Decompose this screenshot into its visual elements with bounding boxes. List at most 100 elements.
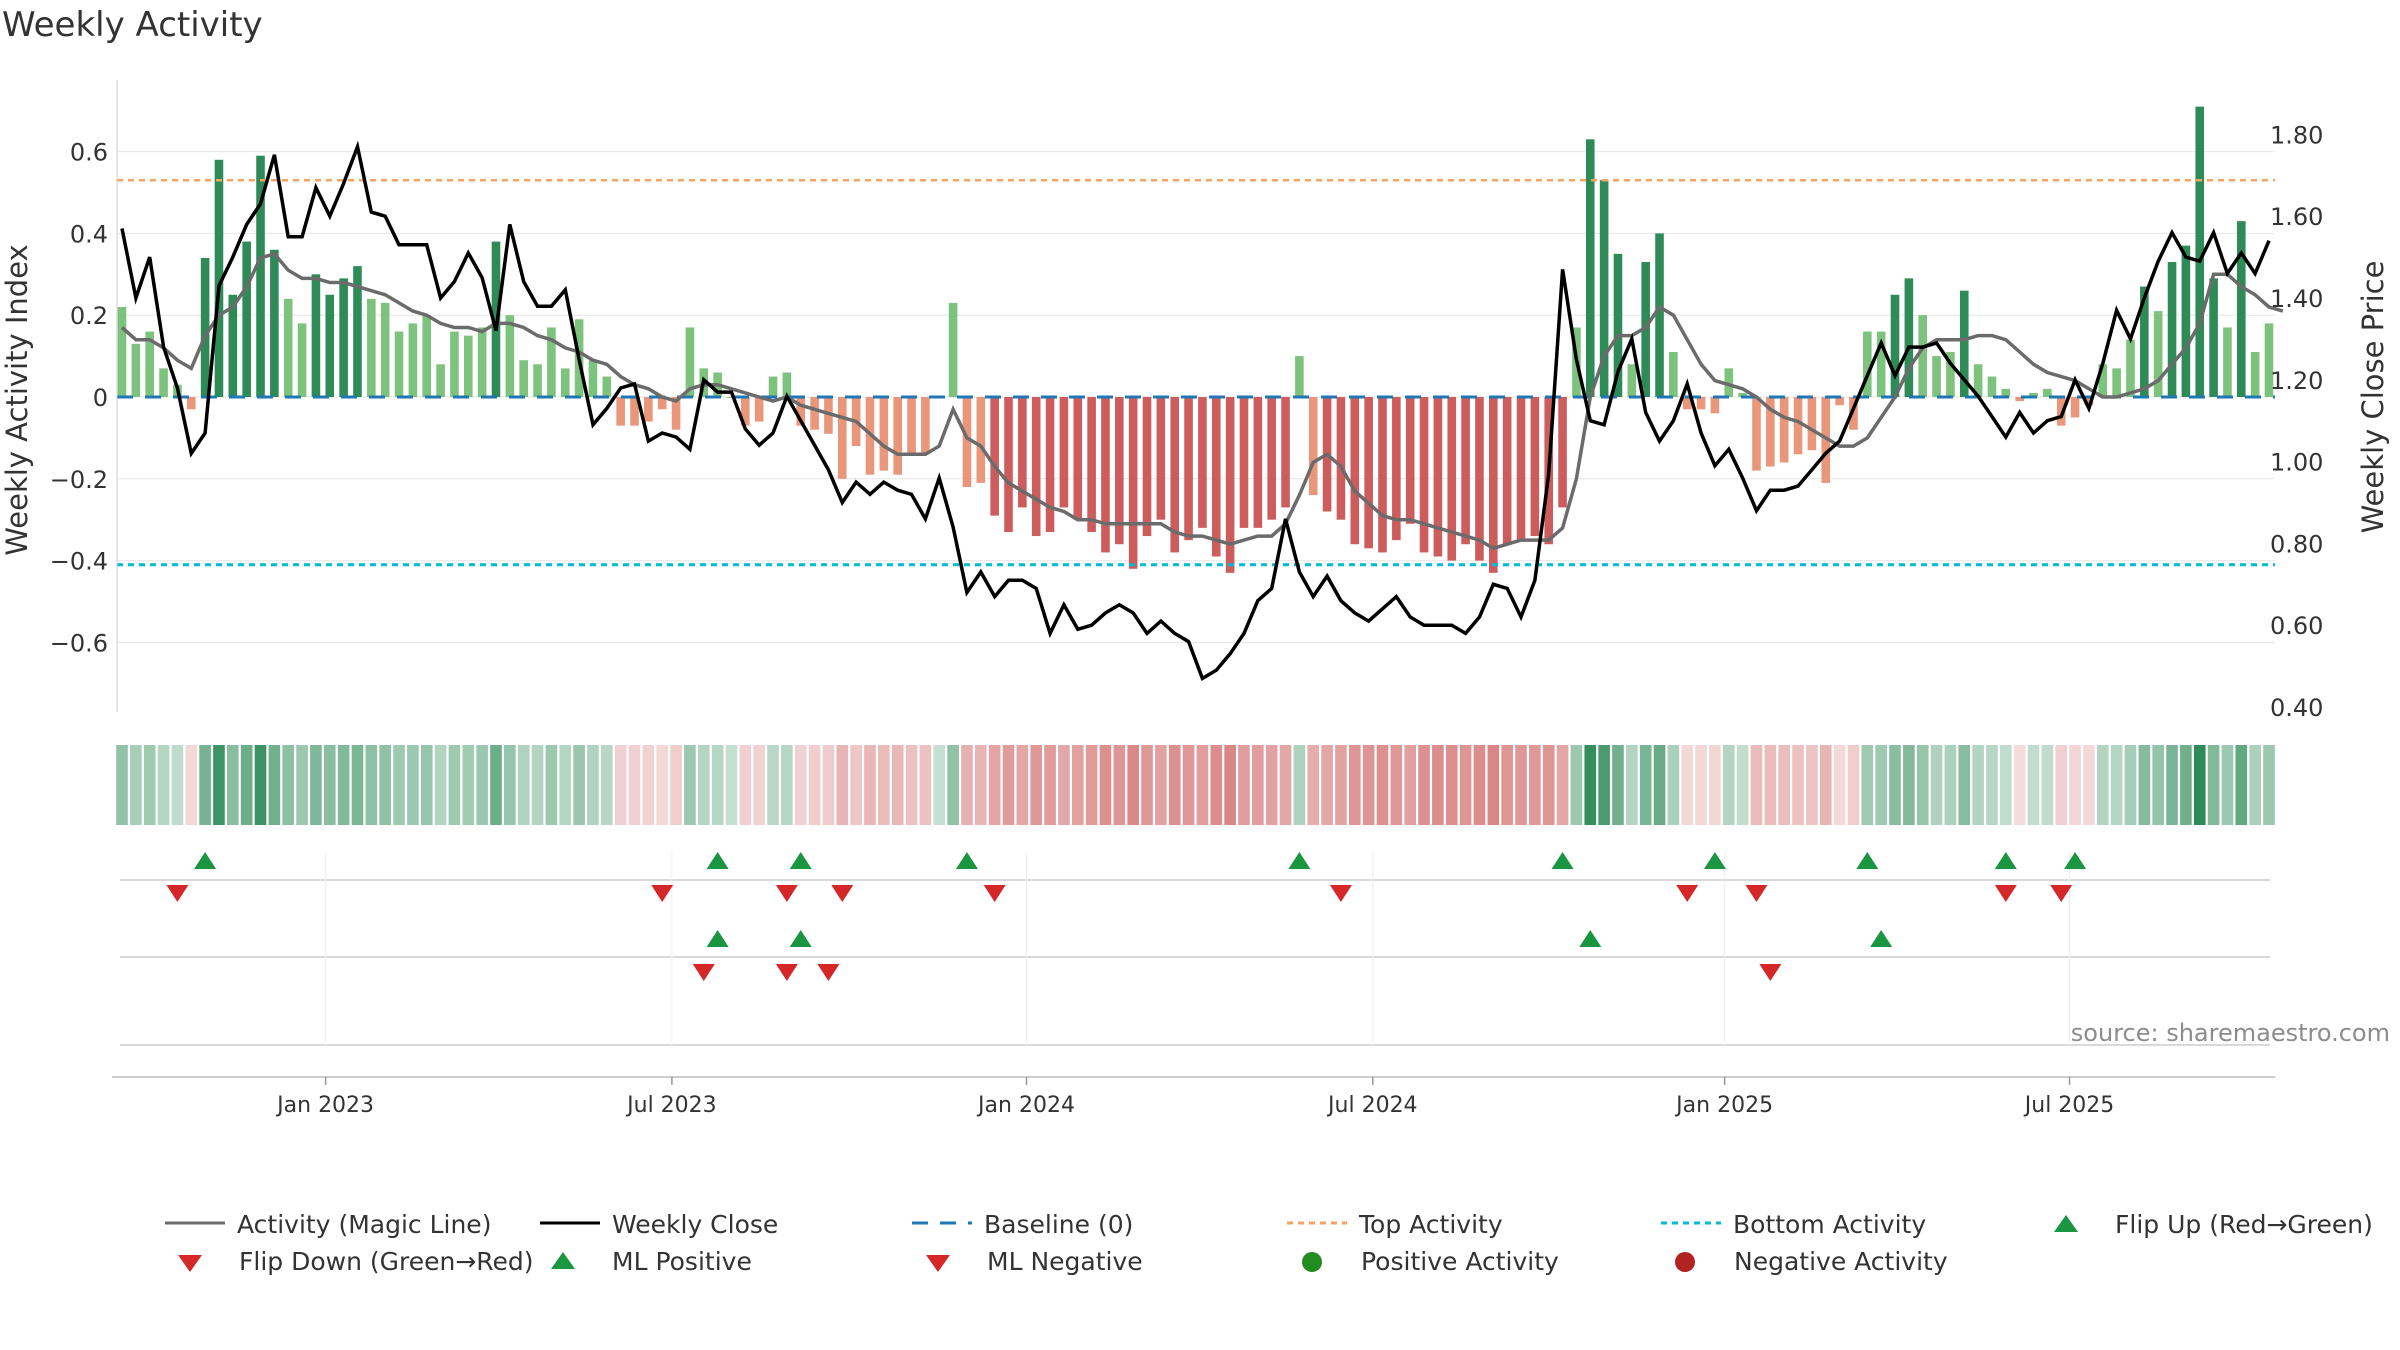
heat-cell [2041,745,2054,825]
flip-down-marker [2050,885,2073,902]
y-axis-right-label: Weekly Close Price [2356,261,2390,534]
heat-cell [213,745,225,825]
heat-cell [1265,745,1278,825]
heat-cell [365,745,378,825]
activity-bar [1835,397,1844,406]
x-tick-label: Jul 2024 [1326,1093,1418,1118]
activity-bar [1779,397,1789,463]
heat-cell [1002,745,1015,825]
heat-cell [725,745,738,825]
heat-cell [2152,745,2165,825]
y-left-tick-label: 0.6 [70,139,108,167]
heat-cell [1972,745,1984,825]
heat-cell [490,745,502,825]
heat-cell [974,745,987,825]
heat-cell [517,745,530,825]
flip-down-marker [1676,885,1699,902]
activity-bar [976,397,986,483]
activity-bar [394,331,404,397]
activity-bar [1682,397,1692,410]
activity-bar [1031,397,1041,537]
heat-cell [988,745,1001,825]
activity-bar [1710,397,1720,414]
activity-bar [1863,331,1872,397]
activity-bar [270,249,279,397]
heat-cell [1307,745,1320,825]
activity-bar [1489,397,1498,573]
activity-bar [921,397,930,455]
activity-bar [685,327,695,397]
heat-cell [670,745,682,825]
heat-cell [1196,745,1209,825]
activity-bar [2015,397,2024,402]
heat-cell [476,745,488,825]
heat-cell [2263,745,2275,825]
heat-cell [794,745,807,825]
heat-cell [2110,745,2123,825]
heat-cell [1681,745,1694,825]
activity-bar [477,327,487,397]
legend-label-0: Activity (Magic Line) [237,1210,491,1239]
activity-bar [560,368,570,397]
activity-bar [2140,286,2149,397]
x-tick-label: Jul 2025 [2023,1093,2115,1118]
activity-bar [1101,397,1110,553]
legend-label-2: Baseline (0) [984,1210,1133,1239]
activity-bar [1281,397,1290,508]
source-note: source: sharemaestro.com [2071,1019,2390,1047]
activity-bar [533,364,542,397]
legend-swatch-10 [1675,1252,1695,1272]
x-tick-label: Jan 2024 [976,1093,1075,1118]
ml-negative-marker [1759,964,1782,981]
heat-cell [781,745,793,825]
activity-bar [1156,397,1166,520]
heat-cell [961,745,973,825]
heat-cell [1141,745,1153,825]
heat-cell [891,745,904,825]
activity-bar [1918,315,1928,397]
flip-down-marker [775,885,798,902]
activity-bar [505,315,515,397]
heat-cell [1556,745,1569,825]
activity-bar [297,323,307,397]
heat-cell [1432,745,1444,825]
activity-bar [810,397,819,430]
heat-cell [573,745,585,825]
heat-cell [1501,745,1513,825]
signal-markers [120,852,2270,1046]
heat-cell [1168,745,1181,825]
activity-bar [1350,397,1360,545]
heat-cell [767,745,779,825]
heat-cell [448,745,461,825]
heat-cell [559,745,572,825]
heat-cell [1487,745,1500,825]
activity-bar [214,159,224,397]
heat-cell [1348,745,1361,825]
heat-cell [1113,745,1126,825]
activity-bar [1904,278,1914,397]
activity-bar [422,315,432,397]
heat-cell [822,745,835,825]
activity-bar [463,335,473,397]
heat-cell [2013,745,2026,825]
heat-cell [1044,745,1056,825]
activity-bar [1752,397,1761,471]
activity-bar [893,397,902,475]
heat-cell [1944,745,1957,825]
heat-cell [143,745,156,825]
y-left-tick-label: 0 [93,384,108,412]
activity-bar [1364,397,1373,549]
heat-cell [310,745,322,825]
heat-cell [2069,745,2081,825]
heat-cell [393,745,405,825]
activity-bar [824,397,833,434]
heat-cell [1736,745,1749,825]
heat-cell [1930,745,1943,825]
activity-bar [2167,262,2177,397]
activity-bar [602,376,612,397]
activity-bar [131,343,141,397]
heat-cell [1016,745,1029,825]
heat-cell [1639,745,1652,825]
activity-bar [436,364,445,397]
